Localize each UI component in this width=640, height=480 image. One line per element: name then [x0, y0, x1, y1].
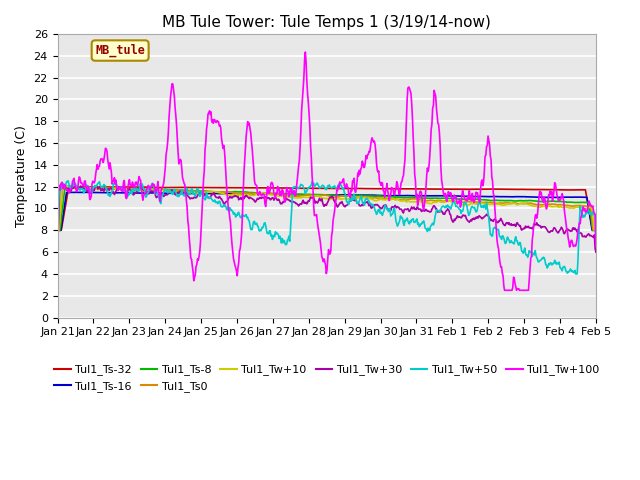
Y-axis label: Temperature (C): Temperature (C) [15, 125, 28, 227]
Text: MB_tule: MB_tule [95, 44, 145, 57]
Legend: Tul1_Ts-32, Tul1_Ts-16, Tul1_Ts-8, Tul1_Ts0, Tul1_Tw+10, Tul1_Tw+30, Tul1_Tw+50,: Tul1_Ts-32, Tul1_Ts-16, Tul1_Ts-8, Tul1_… [49, 360, 604, 396]
Title: MB Tule Tower: Tule Temps 1 (3/19/14-now): MB Tule Tower: Tule Temps 1 (3/19/14-now… [163, 15, 491, 30]
